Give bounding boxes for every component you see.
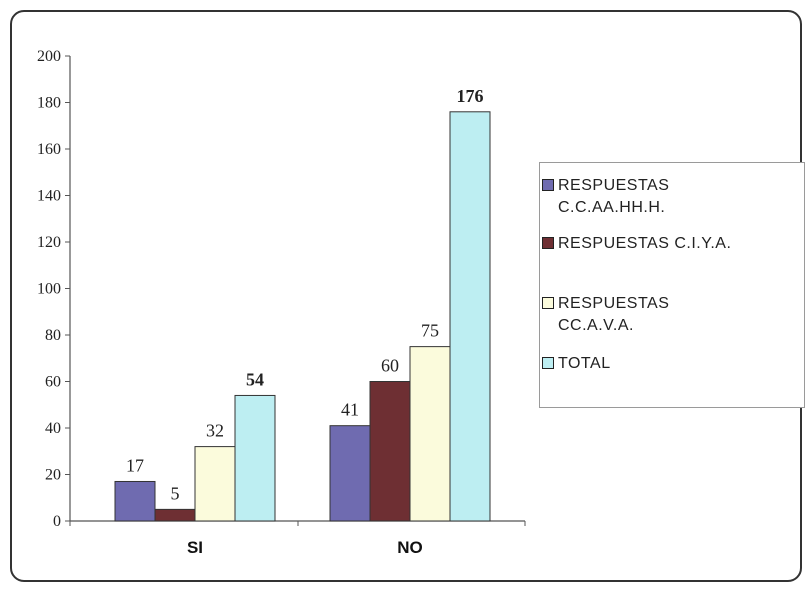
category-label-si: SI xyxy=(187,538,203,557)
y-tick-label: 0 xyxy=(53,513,61,530)
bars xyxy=(115,112,490,521)
y-tick-label: 180 xyxy=(37,95,61,112)
y-tick-label: 20 xyxy=(45,467,61,484)
legend-item-total: TOTAL xyxy=(542,353,798,375)
y-tick-label: 40 xyxy=(45,420,61,437)
y-tick-label: 140 xyxy=(37,188,61,205)
bar-no-series-0 xyxy=(330,426,370,521)
legend-label-cc-aa-hh-h: RESPUESTAS C.C.AA.HH.H. xyxy=(558,175,798,219)
legend-swatch-total xyxy=(542,357,554,369)
legend-label-total: TOTAL xyxy=(558,353,798,375)
bar-no-series-1 xyxy=(370,382,410,522)
data-label: 5 xyxy=(171,483,180,503)
bar-no-series-3 xyxy=(450,112,490,521)
bar-no-series-2 xyxy=(410,347,450,521)
bar-si-series-1 xyxy=(155,509,195,521)
y-tick-label: 200 xyxy=(37,48,61,65)
legend-swatch-cc-a-v-a xyxy=(542,297,554,309)
data-label: 32 xyxy=(206,421,224,441)
y-tick-label: 120 xyxy=(37,234,61,251)
y-tick-label: 160 xyxy=(37,141,61,158)
bar-si-series-2 xyxy=(195,447,235,521)
category-label-no: NO xyxy=(397,538,423,557)
bar-si-series-0 xyxy=(115,481,155,521)
legend-swatch-c-i-y-a xyxy=(542,237,554,249)
data-label: 54 xyxy=(246,369,264,389)
legend-label-cc-a-v-a: RESPUESTAS CC.A.V.A. xyxy=(558,293,798,337)
data-label: 60 xyxy=(381,356,399,376)
legend-label-c-i-y-a: RESPUESTAS C.I.Y.A. xyxy=(558,233,798,255)
data-label: 75 xyxy=(421,321,439,341)
y-tick-label: 60 xyxy=(45,374,61,391)
bar-si-series-3 xyxy=(235,395,275,521)
data-label: 17 xyxy=(126,455,144,475)
legend-item-cc-aa-hh-h: RESPUESTAS C.C.AA.HH.H. xyxy=(542,175,798,219)
data-label: 176 xyxy=(457,86,484,106)
legend-swatch-cc-aa-hh-h xyxy=(542,179,554,191)
data-label: 41 xyxy=(341,400,359,420)
y-tick-label: 80 xyxy=(45,327,61,344)
legend-item-cc-a-v-a: RESPUESTAS CC.A.V.A. xyxy=(542,293,798,337)
legend: RESPUESTAS C.C.AA.HH.H. RESPUESTAS C.I.Y… xyxy=(539,162,805,408)
legend-item-c-i-y-a: RESPUESTAS C.I.Y.A. xyxy=(542,233,798,255)
y-tick-label: 100 xyxy=(37,281,61,298)
